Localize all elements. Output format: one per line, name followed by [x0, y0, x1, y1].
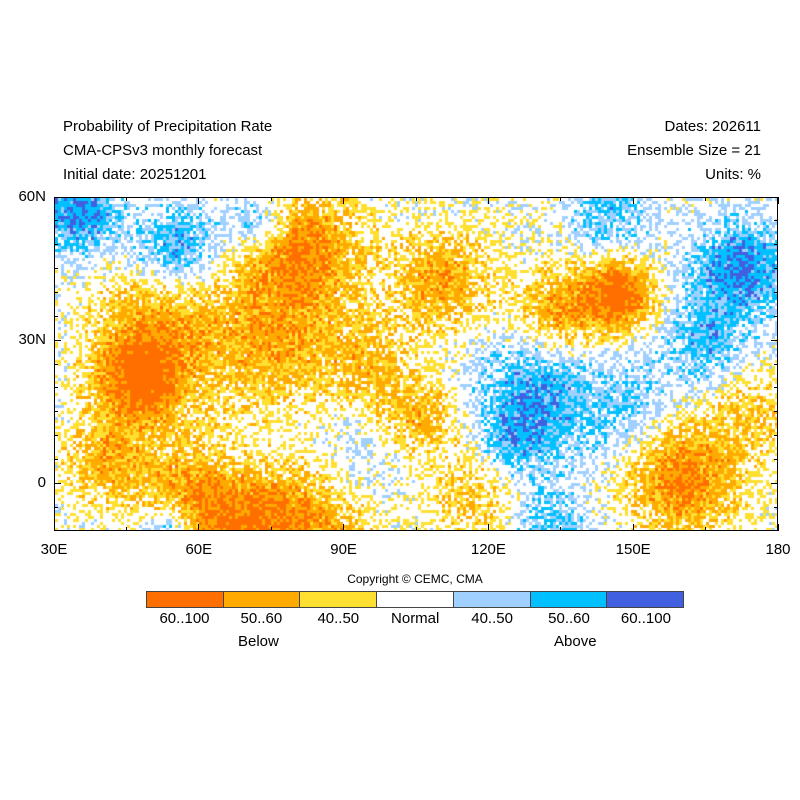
lat-tick [774, 387, 778, 389]
lon-tick [198, 197, 200, 204]
lon-tick [487, 197, 489, 204]
lon-label: 90E [330, 541, 357, 558]
legend-swatch [300, 592, 378, 607]
lat-label: 0 [37, 474, 46, 492]
lon-label: 150E [615, 541, 651, 558]
lon-tick [198, 524, 200, 531]
lon-tick [705, 197, 707, 201]
probability-field [55, 198, 777, 530]
color-legend [146, 591, 684, 608]
lat-tick [774, 411, 778, 413]
lat-tick [774, 244, 778, 246]
lon-tick [343, 524, 345, 531]
lon-tick [415, 197, 417, 201]
lat-tick [54, 363, 58, 365]
lon-tick [487, 524, 489, 531]
legend-swatch [530, 592, 608, 607]
lon-label: 30E [40, 541, 68, 558]
copyright: Copyright © CEMC, CMA [347, 572, 483, 586]
legend-label: 40..50 [317, 610, 360, 627]
lat-tick [54, 339, 61, 341]
legend-swatch [607, 592, 684, 607]
lon-tick [270, 527, 272, 531]
forecast-dates: Dates: 202611 [664, 118, 761, 135]
lat-tick [54, 220, 58, 222]
lat-label: 60N [18, 188, 46, 205]
lon-tick [560, 197, 562, 201]
model-name: CMA-CPSv3 monthly forecast [63, 142, 263, 159]
lon-tick [125, 197, 127, 201]
lon-tick [705, 527, 707, 531]
lat-tick [54, 268, 58, 270]
lat-tick [54, 315, 58, 317]
legend-label: Normal [391, 610, 440, 627]
lat-tick [54, 411, 58, 413]
lon-tick [53, 197, 55, 204]
legend-swatch [377, 592, 454, 607]
legend-label: 60..100 [159, 610, 210, 627]
legend-label: 50..60 [548, 610, 590, 627]
lon-tick [632, 524, 634, 531]
lat-tick [774, 458, 778, 460]
lat-tick [54, 196, 61, 198]
lat-tick [774, 268, 778, 270]
legend-label: 50..60 [240, 610, 283, 627]
lat-tick [54, 435, 58, 437]
lat-tick [774, 435, 778, 437]
legend-label: 60..100 [620, 610, 671, 627]
lat-tick [54, 387, 58, 389]
lon-tick [415, 527, 417, 531]
lat-tick [771, 196, 778, 198]
lat-tick [774, 291, 778, 293]
lon-tick [343, 197, 345, 204]
lon-tick [777, 524, 779, 531]
lat-label: 30N [18, 331, 46, 349]
lat-tick [54, 506, 58, 508]
legend-swatch [147, 592, 224, 607]
lat-tick [771, 482, 778, 484]
lon-label: 60E [185, 541, 213, 558]
lat-tick [771, 339, 778, 341]
lat-tick [774, 220, 778, 222]
legend-label: 40..50 [471, 610, 513, 627]
lat-tick [774, 363, 778, 365]
lat-tick [54, 482, 61, 484]
probability-map [54, 197, 778, 531]
lon-tick [270, 197, 272, 201]
legend-swatch [453, 592, 531, 607]
lat-tick [54, 458, 58, 460]
units: Units: % [705, 166, 761, 183]
lat-tick [774, 506, 778, 508]
lat-tick [54, 291, 58, 293]
ensemble-size: Ensemble Size = 21 [627, 142, 761, 159]
lon-tick [53, 524, 55, 531]
initial-date: Initial date: 20251201 [63, 166, 207, 183]
legend-swatch [223, 592, 301, 607]
lon-label: 120E [470, 541, 506, 558]
lon-tick [632, 197, 634, 204]
above-label: Above [554, 633, 597, 650]
chart-title: Probability of Precipitation Rate [63, 118, 273, 135]
lat-tick [54, 244, 58, 246]
lon-label: 180 [765, 541, 791, 558]
lon-tick [125, 527, 127, 531]
lon-tick [560, 527, 562, 531]
below-label: Below [238, 633, 279, 650]
lat-tick [774, 315, 778, 317]
lon-tick [777, 197, 779, 204]
